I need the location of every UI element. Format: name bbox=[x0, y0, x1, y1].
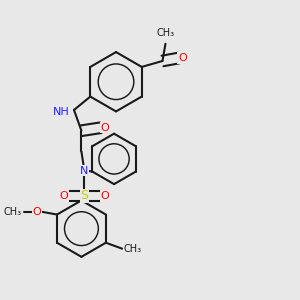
Text: CH₃: CH₃ bbox=[124, 244, 142, 254]
Text: O: O bbox=[60, 191, 69, 201]
Text: O: O bbox=[100, 191, 109, 201]
Text: N: N bbox=[80, 166, 88, 176]
Text: O: O bbox=[178, 53, 187, 63]
Text: NH: NH bbox=[53, 107, 70, 117]
Text: S: S bbox=[80, 190, 88, 202]
Text: O: O bbox=[100, 123, 109, 133]
Text: CH₃: CH₃ bbox=[156, 28, 175, 38]
Text: O: O bbox=[32, 207, 41, 217]
Text: CH₃: CH₃ bbox=[3, 207, 21, 217]
